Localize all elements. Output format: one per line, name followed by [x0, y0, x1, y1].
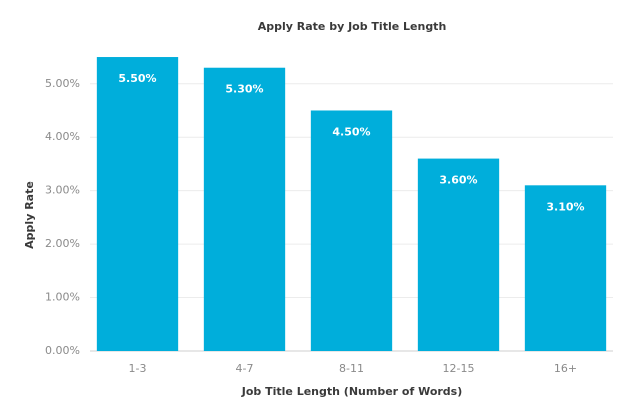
x-axis-label: Job Title Length (Number of Words): [241, 385, 463, 398]
y-axis-label: Apply Rate: [23, 181, 36, 249]
x-tick-label: 4-7: [236, 362, 254, 375]
x-tick-label: 1-3: [129, 362, 147, 375]
bar: [310, 110, 393, 351]
bar: [417, 158, 500, 351]
y-tick-label: 1.00%: [45, 291, 80, 304]
x-tick-label: 16+: [554, 362, 577, 375]
value-label: 5.30%: [225, 83, 263, 96]
value-label: 4.50%: [332, 125, 370, 138]
bar: [203, 67, 286, 352]
y-tick-label: 2.00%: [45, 237, 80, 250]
value-label: 3.60%: [439, 174, 477, 187]
x-tick-label: 12-15: [443, 362, 475, 375]
y-tick-label: 3.00%: [45, 184, 80, 197]
y-tick-label: 5.00%: [45, 77, 80, 90]
value-label: 3.10%: [546, 200, 584, 213]
x-tick-label: 8-11: [339, 362, 364, 375]
value-label: 5.50%: [118, 72, 156, 85]
bar: [96, 57, 179, 351]
bar: [524, 185, 607, 351]
y-tick-label: 4.00%: [45, 130, 80, 143]
y-tick-label: 0.00%: [45, 344, 80, 357]
chart-title: Apply Rate by Job Title Length: [258, 20, 447, 33]
